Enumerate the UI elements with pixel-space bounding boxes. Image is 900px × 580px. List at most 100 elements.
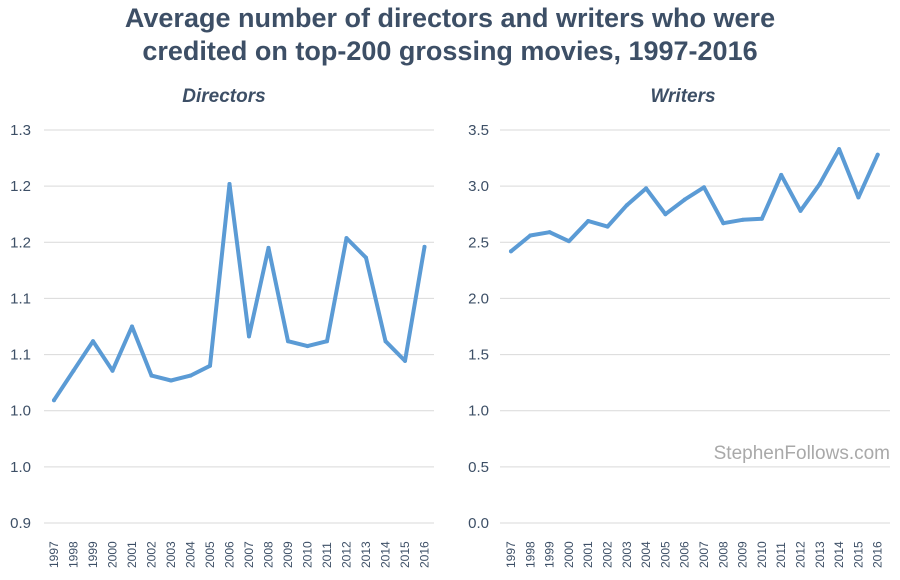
directors-data-point [227, 182, 232, 187]
directors-x-tick-label: 2002 [145, 541, 159, 568]
directors-data-point [149, 373, 154, 378]
writers-x-tick-label: 2001 [581, 541, 595, 568]
directors-y-tick-label: 1.2 [10, 178, 31, 195]
directors-x-tick-label: 1999 [86, 541, 100, 568]
writers-data-point [605, 224, 610, 229]
writers-data-point [509, 249, 513, 254]
directors-data-point [364, 255, 368, 260]
title-line-1: Average number of directors and writers … [124, 3, 776, 33]
directors-x-tick-label: 2012 [340, 541, 354, 568]
writers-x-tick-label: 2009 [736, 541, 750, 568]
writers-data-point [547, 230, 552, 235]
writers-x-tick-label: 2003 [620, 541, 634, 568]
writers-x-tick-label: 2012 [794, 541, 808, 568]
directors-y-tick-label: 1.3 [10, 122, 31, 139]
writers-y-tick-label: 0.5 [468, 459, 489, 476]
directors-data-point [422, 244, 427, 249]
directors-data-point [266, 245, 271, 250]
directors-data-point [169, 378, 173, 383]
directors-data-point [208, 363, 212, 368]
writers-panel-title: Writers [650, 86, 715, 107]
figure-title: Average number of directors and writers … [0, 2, 900, 68]
writers-data-point [528, 233, 533, 238]
directors-panel-title: Directors [182, 86, 265, 107]
writers-x-tick-label: 2005 [658, 541, 672, 568]
writers-data-point [798, 208, 803, 213]
directors-x-tick-label: 2003 [164, 541, 178, 568]
writers-data-point [817, 181, 822, 186]
writers-x-tick-label: 2007 [697, 541, 711, 568]
writers-data-point [566, 239, 571, 244]
writers-x-tick-label: 2008 [716, 541, 730, 568]
writers-data-point [779, 172, 784, 177]
writers-y-tick-label: 3.0 [468, 178, 489, 195]
writers-y-tick-label: 3.5 [468, 122, 489, 139]
writers-series-line [509, 147, 880, 254]
directors-y-tick-label: 1.1 [10, 290, 31, 307]
directors-data-point [403, 358, 407, 363]
directors-data-point [305, 344, 310, 349]
writers-data-point [586, 218, 591, 223]
directors-x-tick-label: 2011 [320, 542, 334, 568]
writers-data-point [624, 203, 629, 208]
directors-x-tick-label: 2000 [106, 541, 120, 568]
writers-x-tick-label: 2004 [639, 541, 653, 568]
writers-y-tick-label: 0.0 [468, 515, 489, 532]
writers-x-tick-label: 2000 [562, 541, 576, 568]
directors-x-tick-label: 2007 [242, 541, 256, 568]
writers-x-tick-label: 2002 [601, 541, 615, 568]
directors-y-tick-label: 1.1 [10, 347, 31, 364]
directors-data-point [52, 398, 56, 403]
directors-data-point [286, 339, 290, 344]
directors-data-point [71, 368, 76, 373]
directors-x-tick-label: 2010 [301, 541, 315, 568]
directors-x-tick-label: 2015 [398, 541, 412, 568]
directors-x-tick-label: 2016 [418, 541, 432, 568]
writers-y-tick-label: 1.0 [468, 403, 489, 420]
writers-data-point [875, 152, 880, 157]
directors-x-tick-label: 2005 [203, 541, 217, 568]
writers-data-point [682, 197, 687, 202]
directors-data-point [91, 339, 95, 344]
directors-y-tick-label: 1.2 [10, 234, 31, 251]
directors-x-tick-label: 2009 [281, 541, 295, 568]
directors-x-tick-label: 2004 [184, 541, 198, 568]
writers-x-tick-label: 2011 [774, 542, 788, 568]
writers-x-tick-label: 2013 [813, 541, 827, 568]
writers-x-tick-label: 1998 [523, 541, 537, 568]
directors-data-point [110, 368, 115, 373]
directors-x-tick-label: 2006 [223, 541, 237, 568]
writers-y-tick-label: 2.5 [468, 234, 489, 251]
writers-data-point [856, 195, 861, 200]
writers-data-point [837, 147, 842, 152]
directors-y-tick-label: 0.9 [10, 515, 31, 532]
title-line-2: credited on top-200 grossing movies, 199… [142, 36, 758, 66]
writers-data-point [759, 216, 764, 221]
writers-y-tick-label: 1.5 [468, 347, 489, 364]
directors-x-tick-label: 2001 [125, 541, 139, 568]
writers-data-point [702, 185, 706, 190]
writers-y-tick-label: 2.0 [468, 290, 489, 307]
directors-data-point [383, 339, 388, 344]
writers-data-point [644, 186, 649, 191]
directors-y-tick-label: 1.0 [10, 403, 31, 420]
writers-x-tick-label: 1997 [504, 541, 518, 568]
directors-y-tick-label: 1.0 [10, 459, 31, 476]
directors-data-point [325, 339, 329, 344]
directors-x-tick-label: 2014 [379, 541, 393, 568]
writers-x-tick-label: 2006 [678, 541, 692, 568]
writers-data-point [740, 217, 745, 222]
directors-x-tick-label: 2013 [359, 541, 373, 568]
directors-x-tick-label: 1997 [47, 541, 61, 568]
writers-x-tick-label: 2016 [871, 541, 885, 568]
writers-data-point [663, 212, 668, 217]
directors-x-tick-label: 2008 [262, 541, 276, 568]
directors-x-tick-label: 1998 [67, 541, 81, 568]
writers-x-tick-label: 2014 [832, 541, 846, 568]
directors-data-point [130, 324, 134, 329]
writers-data-point [721, 221, 726, 226]
writers-x-tick-label: 1999 [543, 541, 557, 568]
directors-series-line [52, 182, 427, 403]
